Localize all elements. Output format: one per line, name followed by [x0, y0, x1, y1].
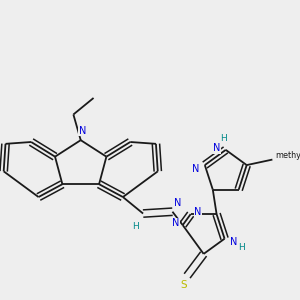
Text: N: N	[230, 237, 237, 248]
Text: N: N	[172, 218, 179, 228]
Text: H: H	[220, 134, 227, 143]
Text: H: H	[132, 222, 139, 231]
Text: H: H	[238, 243, 244, 252]
Text: N: N	[192, 164, 199, 174]
Text: N: N	[79, 126, 86, 136]
Text: N: N	[194, 207, 202, 217]
Text: methyl: methyl	[275, 152, 300, 160]
Text: N: N	[174, 197, 182, 208]
Text: S: S	[180, 280, 187, 290]
Text: N: N	[213, 143, 220, 153]
